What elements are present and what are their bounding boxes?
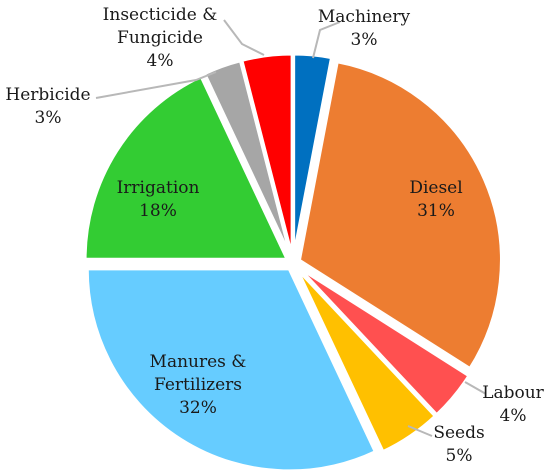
data-label-insecticide-and-fungicide: Insecticide & Fungicide 4% (103, 5, 218, 71)
leader-line-seeds (407, 425, 433, 437)
leader-line-machinery (312, 21, 341, 59)
pie-slice-machinery (292, 52, 334, 257)
pie-slices (83, 52, 503, 473)
data-label-seeds: Seeds 5% (433, 423, 484, 466)
data-label-labour: Labour 4% (482, 383, 544, 426)
data-label-herbicide: Herbicide 3% (5, 85, 90, 128)
pie-slice-irrigation (83, 74, 290, 261)
pie-slice-labour (297, 266, 472, 417)
pie-slice-herbicide (202, 58, 293, 258)
pie-slice-seeds (295, 267, 438, 454)
data-label-irrigation: Irrigation 18% (117, 178, 200, 221)
pie-slice-manures-and-fertilizers (85, 267, 378, 473)
pie-slice-insecticide-and-fungicide (240, 52, 294, 257)
data-labels: Machinery 3% Diesel 31% Labour 4%Seeds 5% Manur… (5, 5, 544, 466)
leader-line-insecticide-and-fungicide (223, 19, 265, 56)
leader-lines (95, 19, 487, 437)
leader-line-herbicide (95, 71, 217, 99)
pie-slice-diesel (297, 60, 503, 371)
data-label-machinery: Machinery 3% (318, 7, 411, 50)
leader-line-labour (464, 381, 487, 395)
data-label-diesel: Diesel 31% (409, 178, 462, 221)
data-label-manures-and-fertilizers: Manures & Fertilizers 32% (150, 352, 247, 418)
